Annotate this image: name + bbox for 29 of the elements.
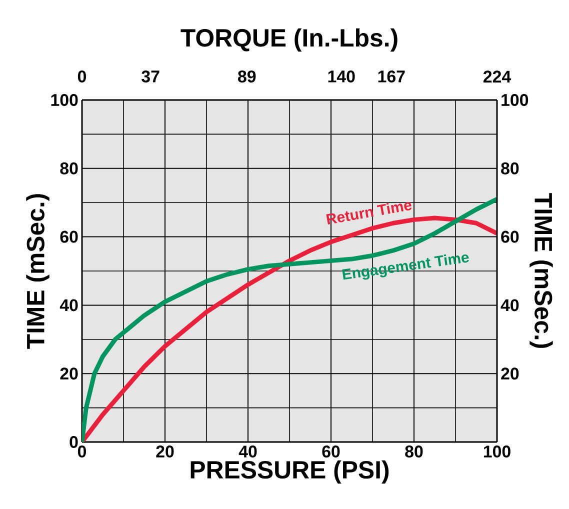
x-tick-label: 60 xyxy=(322,446,340,458)
x2-tick-label: 167 xyxy=(378,70,405,82)
y2-axis-title: TIME (mSec.) xyxy=(530,193,553,348)
x2-tick-label: 140 xyxy=(328,70,355,82)
y-tick-label: 0 xyxy=(70,436,78,448)
x-tick-label: 20 xyxy=(156,446,174,458)
y-tick-label: 60 xyxy=(60,230,78,243)
x-tick-label: 0 xyxy=(78,446,86,458)
text: Return Time xyxy=(326,202,412,225)
y-tick-label: 80 xyxy=(60,162,78,174)
y2-tick-label: 80 xyxy=(501,162,519,174)
y-tick-label: 40 xyxy=(60,299,78,312)
x2-tick-label: 89 xyxy=(238,70,256,82)
x2-tick-label: 37 xyxy=(142,70,160,82)
x-tick-label: 80 xyxy=(405,446,423,458)
x-tick-label: 40 xyxy=(238,446,257,458)
y2-tick-label: 100 xyxy=(502,94,528,106)
x2-tick-label: 224 xyxy=(483,70,512,82)
y-tick-label: 100 xyxy=(51,94,78,106)
x2-tick-label: 0 xyxy=(78,70,86,82)
y-tick-label: 20 xyxy=(60,368,78,380)
x-tick-label: 100 xyxy=(484,446,510,458)
y-axis-title: TIME (mSec.) xyxy=(26,194,50,349)
text: Engagement Time xyxy=(342,254,469,280)
x-axis-title: PRESSURE (PSI) xyxy=(190,460,389,484)
y2-tick-label: 20 xyxy=(501,368,519,380)
x2-axis-title: TORQUE (In.-Lbs.) xyxy=(180,28,398,52)
y2-tick-label: 40 xyxy=(500,299,519,312)
y2-tick-label: 60 xyxy=(501,230,519,243)
